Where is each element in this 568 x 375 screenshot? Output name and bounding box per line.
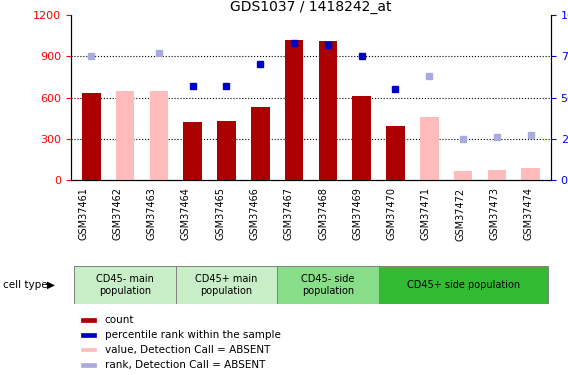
Text: GSM37472: GSM37472 — [456, 188, 465, 241]
Text: count: count — [105, 315, 134, 325]
Bar — [81, 348, 97, 351]
Bar — [81, 333, 97, 337]
Bar — [386, 126, 405, 180]
Text: GSM37467: GSM37467 — [284, 188, 294, 240]
Text: rank, Detection Call = ABSENT: rank, Detection Call = ABSENT — [105, 360, 265, 370]
Bar — [352, 96, 371, 180]
Bar — [277, 266, 379, 304]
Bar — [420, 117, 438, 180]
Text: CD45- side
population: CD45- side population — [301, 274, 354, 296]
Text: percentile rank within the sample: percentile rank within the sample — [105, 330, 281, 340]
Bar — [183, 122, 202, 180]
Bar — [116, 92, 135, 180]
Bar — [82, 93, 101, 180]
Bar — [285, 40, 303, 180]
Bar — [379, 266, 548, 304]
Text: CD45+ main
population: CD45+ main population — [195, 274, 258, 296]
Text: GSM37473: GSM37473 — [490, 188, 499, 240]
Text: GSM37474: GSM37474 — [524, 188, 534, 240]
Text: cell type: cell type — [3, 280, 48, 290]
Text: CD45- main
population: CD45- main population — [96, 274, 154, 296]
Bar — [454, 171, 473, 180]
Title: GDS1037 / 1418242_at: GDS1037 / 1418242_at — [230, 0, 392, 14]
Text: GSM37468: GSM37468 — [318, 188, 328, 240]
Text: ▶: ▶ — [47, 280, 55, 290]
Text: GSM37465: GSM37465 — [215, 188, 225, 240]
Bar — [81, 363, 97, 367]
Bar — [251, 107, 270, 180]
Text: GSM37462: GSM37462 — [112, 188, 123, 240]
Text: GSM37466: GSM37466 — [249, 188, 260, 240]
Text: GSM37464: GSM37464 — [181, 188, 191, 240]
Bar — [319, 41, 337, 180]
Bar — [487, 170, 506, 180]
Bar — [521, 168, 540, 180]
Bar — [74, 266, 176, 304]
Text: GSM37463: GSM37463 — [147, 188, 157, 240]
Text: GSM37461: GSM37461 — [78, 188, 88, 240]
Bar — [81, 318, 97, 322]
Text: value, Detection Call = ABSENT: value, Detection Call = ABSENT — [105, 345, 270, 355]
Bar — [176, 266, 277, 304]
Text: CD45+ side population: CD45+ side population — [407, 280, 520, 290]
Text: GSM37470: GSM37470 — [387, 188, 396, 240]
Text: GSM37471: GSM37471 — [421, 188, 431, 240]
Bar — [149, 91, 168, 180]
Text: GSM37469: GSM37469 — [352, 188, 362, 240]
Bar — [217, 121, 236, 180]
